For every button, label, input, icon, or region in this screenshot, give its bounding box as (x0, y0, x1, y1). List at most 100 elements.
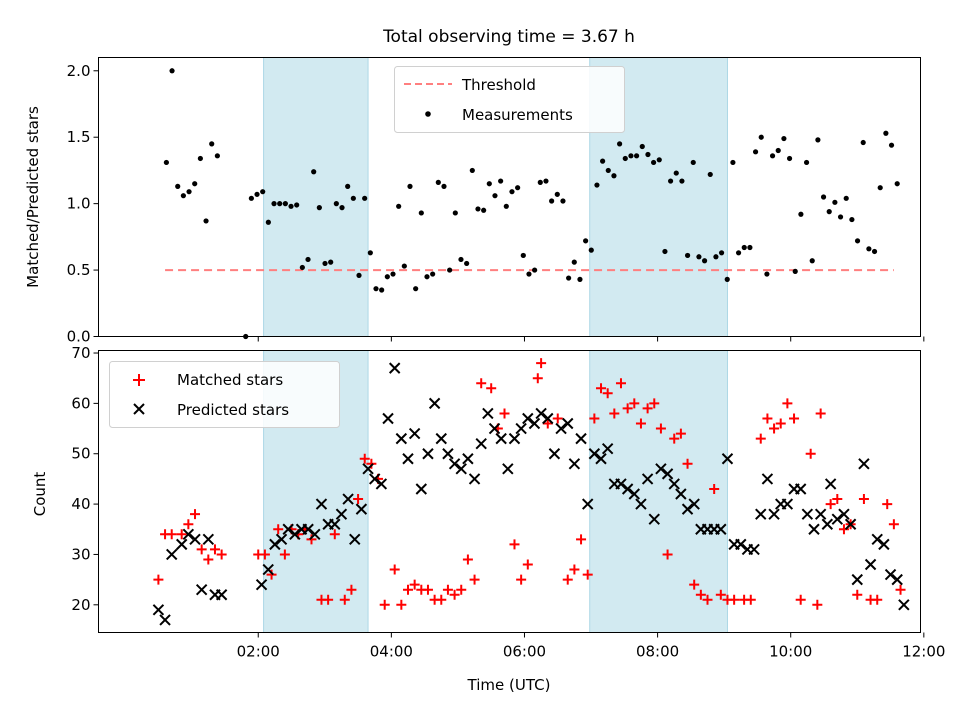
measurement-point (379, 287, 385, 293)
matched-star-point (196, 544, 207, 555)
predicted-star-point (858, 458, 870, 470)
matched-star-point (832, 494, 843, 505)
matched-star-point (396, 599, 407, 610)
measurement-point (577, 276, 583, 282)
predicted-star-point (182, 528, 195, 541)
matched-star-point (183, 519, 194, 530)
predicted-star-point (801, 508, 814, 520)
matched-star-point (190, 509, 201, 520)
matched-star-point (436, 594, 447, 605)
predicted-star-point (462, 453, 474, 465)
predicted-star-point (562, 417, 574, 430)
matched-star-point (166, 529, 177, 540)
bottom-legend-box (109, 361, 340, 428)
measurement-point (248, 195, 254, 201)
predicted-star-point (768, 508, 780, 520)
matched-star-point (499, 408, 510, 419)
matched-star-point (176, 529, 187, 540)
measurement-point (299, 264, 305, 271)
bottom-shade-band-2 (589, 350, 728, 633)
predicted-star-point (275, 533, 288, 546)
matched-star-point (562, 574, 573, 585)
matched-star-point (858, 494, 869, 505)
measurement-point (441, 183, 447, 189)
predicted-star-point (821, 518, 834, 530)
matched-star-point (509, 539, 520, 550)
measurement-point (735, 250, 742, 256)
matched-star-point (882, 499, 893, 510)
bottom-x-tick-label: 08:00 (636, 643, 679, 661)
matched-star-point (542, 418, 553, 429)
predicted-star-point (159, 614, 171, 626)
predicted-star-point (615, 478, 627, 490)
predicted-star-point (329, 518, 341, 530)
predicted-star-point (851, 573, 863, 586)
predicted-star-point (195, 583, 208, 596)
measurement-point (503, 203, 509, 209)
bottom-y-axis-label: Count (31, 472, 49, 517)
matched-star-point (789, 413, 800, 424)
matched-star-point (825, 499, 836, 510)
measurement-point (696, 254, 702, 260)
measurements-legend-swatch (425, 111, 431, 117)
predicted-star-point (189, 533, 201, 546)
matched-star-point (888, 519, 899, 530)
bottom-x-tick-label: 06:00 (503, 643, 546, 661)
bottom-axes-frame (98, 350, 921, 633)
predicted-legend-swatch (133, 403, 145, 415)
predicted-star-point (735, 538, 747, 551)
measurement-point (192, 181, 198, 187)
measurement-point (718, 250, 725, 256)
predicted-star-point (831, 513, 844, 525)
predicted-star-point (595, 453, 607, 465)
matched-star-point (795, 594, 806, 605)
predicted-star-point (388, 362, 401, 374)
measurement-point (673, 170, 679, 176)
measurement-point (175, 183, 181, 189)
predicted-star-point (898, 599, 910, 611)
predicted-star-point (621, 483, 634, 495)
top-series (163, 68, 900, 340)
measurement-point (486, 181, 492, 187)
measurement-point (537, 179, 543, 185)
x-axis-label: Time (UTC) (467, 676, 551, 694)
predicted-star-point (568, 458, 581, 470)
predicted-star-point (814, 508, 827, 520)
measurement-point (571, 259, 577, 265)
predicted-star-point (628, 488, 641, 500)
measurement-point (781, 135, 787, 142)
predicted-star-point (761, 473, 774, 485)
predicted-star-point (508, 432, 521, 445)
predicted-star-point (269, 538, 281, 551)
matched-star-point (409, 579, 420, 590)
top-y-axis-label: Matched/Predicted stars (24, 106, 42, 288)
predicted-star-point (555, 422, 567, 435)
predicted-star-point (255, 578, 268, 591)
measurement-point (254, 191, 260, 197)
predicted-star-point (891, 573, 903, 586)
measurement-point (888, 142, 895, 148)
measurement-point (260, 189, 266, 195)
measurement-point (752, 149, 759, 155)
measurement-point (730, 159, 736, 166)
matched-star-point (209, 544, 220, 555)
predicted-legend-label: Predicted stars (177, 401, 289, 419)
predicted-star-point (502, 463, 514, 475)
bottom-x-tick-label: 02:00 (237, 643, 280, 661)
measurement-point (554, 191, 560, 197)
predicted-star-point (871, 533, 883, 546)
top-y-tick-label: 2.0 (67, 62, 91, 80)
measurement-point (600, 158, 606, 164)
measurement-point (775, 147, 781, 154)
predicted-star-point (152, 604, 165, 616)
measurement-point (271, 201, 277, 207)
predicted-star-point (468, 473, 481, 485)
measurement-point (866, 246, 872, 252)
bottom-y-tick-label: 70 (71, 344, 90, 362)
matched-star-point (456, 584, 467, 595)
measurement-point (747, 244, 753, 251)
matched-star-point (522, 559, 533, 570)
predicted-star-point (408, 427, 421, 440)
measurement-point (628, 153, 634, 159)
top-ticks: 0.0 0.5 1.0 1.5 2.0 (67, 62, 925, 346)
